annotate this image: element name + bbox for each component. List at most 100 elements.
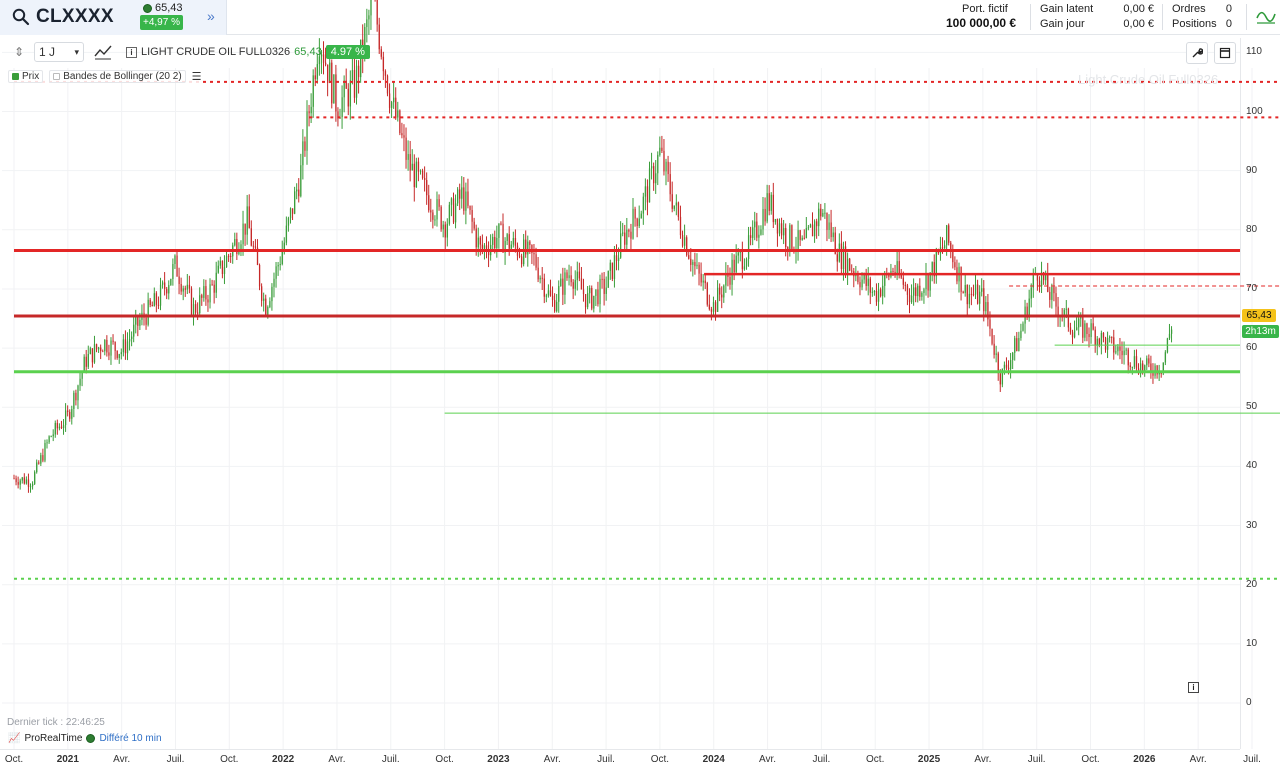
candle-body: [987, 302, 989, 320]
candle-body: [240, 244, 242, 251]
candle-body: [483, 245, 486, 249]
candle-body: [421, 170, 424, 178]
candle-body: [479, 237, 482, 245]
candle-body: [820, 208, 822, 217]
instrument-change-badge: 4.97 %: [325, 45, 370, 59]
info-icon[interactable]: i: [1188, 682, 1199, 693]
legend-price[interactable]: Prix: [8, 70, 44, 83]
candle-body: [508, 234, 510, 249]
candle-body: [972, 294, 975, 296]
x-tick-label: Avr.: [328, 754, 346, 765]
candle-body: [283, 242, 285, 252]
candle-body: [638, 218, 640, 227]
info-icon[interactable]: i: [126, 46, 137, 58]
candle-body: [846, 258, 849, 275]
candle-body: [547, 290, 550, 296]
period-selector[interactable]: 1 J ▾: [34, 42, 84, 62]
drag-handle-icon[interactable]: ⇕: [13, 45, 25, 59]
x-tick-label: Oct.: [650, 754, 670, 765]
candle-body: [1106, 337, 1109, 350]
candle-body: [714, 302, 717, 312]
x-tick-label: Juil.: [1243, 754, 1261, 765]
candle-body: [805, 228, 808, 239]
expand-icon[interactable]: »: [207, 8, 215, 24]
x-tick-label: Oct.: [1081, 754, 1100, 765]
candle-body: [1049, 291, 1051, 300]
wave-icon[interactable]: [1256, 8, 1276, 26]
candle-body: [254, 246, 257, 248]
search-icon[interactable]: [12, 8, 30, 26]
candle-body: [570, 275, 572, 283]
candle-body: [1123, 350, 1125, 356]
candle-body: [981, 288, 983, 292]
chart-legend: Prix Bandes de Bollinger (20 2) ☰: [8, 70, 202, 83]
candle-body: [764, 208, 766, 222]
candle-body: [758, 234, 760, 238]
candle-body: [13, 478, 15, 480]
candle-body: [83, 356, 85, 373]
wrench-icon[interactable]: [1186, 42, 1208, 64]
candle-body: [131, 336, 133, 339]
candle-body: [56, 422, 59, 429]
candle-body: [166, 288, 168, 294]
candle-body: [747, 235, 750, 259]
candle-body: [401, 133, 403, 136]
candle-body: [203, 286, 205, 298]
x-tick-label: Juil.: [1027, 754, 1046, 765]
delay-status-icon: [86, 734, 96, 743]
portfolio-value[interactable]: 100 000,00 €: [946, 16, 1017, 30]
positions-label[interactable]: Positions: [1172, 18, 1217, 30]
candle-body: [537, 267, 539, 280]
delay-label[interactable]: Différé 10 min: [99, 733, 162, 744]
candle-body: [23, 477, 26, 484]
candle-body: [941, 247, 944, 249]
mini-price-value: 65,43: [155, 2, 183, 14]
candle-body: [669, 174, 671, 195]
symbol-name[interactable]: CLXXXX: [36, 6, 114, 27]
candle-body: [556, 301, 558, 312]
candle-body: [587, 293, 589, 308]
candle-body: [227, 255, 230, 257]
candle-body: [873, 291, 876, 293]
candle-body: [298, 189, 300, 197]
candle-body: [704, 280, 706, 284]
candle-body: [768, 193, 770, 211]
candle-body: [174, 255, 176, 264]
candle-body: [442, 224, 444, 230]
x-tick-label: Juil.: [597, 754, 615, 765]
candle-body: [384, 71, 387, 76]
candle-body: [1160, 372, 1162, 374]
candle-body: [386, 75, 389, 94]
candle-body: [64, 410, 67, 426]
candle-body: [21, 477, 23, 481]
candle-body: [723, 285, 725, 298]
candle-body: [324, 62, 327, 65]
y-tick-label: 110: [1246, 46, 1262, 58]
candle-body: [1030, 287, 1032, 299]
window-icon[interactable]: [1214, 42, 1236, 64]
candle-body: [58, 426, 61, 429]
candle-body: [79, 378, 81, 386]
candle-body: [485, 245, 488, 252]
candle-body: [1028, 298, 1030, 318]
candle-body: [341, 97, 343, 118]
candle-body: [840, 243, 843, 270]
candle-body: [857, 274, 859, 283]
legend-bollinger[interactable]: Bandes de Bollinger (20 2): [49, 70, 186, 83]
candle-body: [661, 147, 663, 151]
ordres-label[interactable]: Ordres: [1172, 3, 1206, 15]
candle-body: [314, 75, 316, 80]
candle-body: [333, 74, 335, 104]
candle-body: [60, 426, 63, 429]
candle-body: [731, 259, 733, 285]
candle-body: [995, 353, 997, 355]
list-icon[interactable]: ☰: [191, 71, 202, 83]
candle-body: [655, 173, 657, 184]
candle-body: [207, 299, 209, 303]
candle-body: [558, 286, 560, 302]
symbol-box[interactable]: CLXXXX 65,43 +4,97 % »: [0, 0, 227, 35]
chart-type-icon[interactable]: [93, 42, 113, 62]
candle-body: [964, 285, 966, 293]
candle-body: [1076, 327, 1078, 331]
